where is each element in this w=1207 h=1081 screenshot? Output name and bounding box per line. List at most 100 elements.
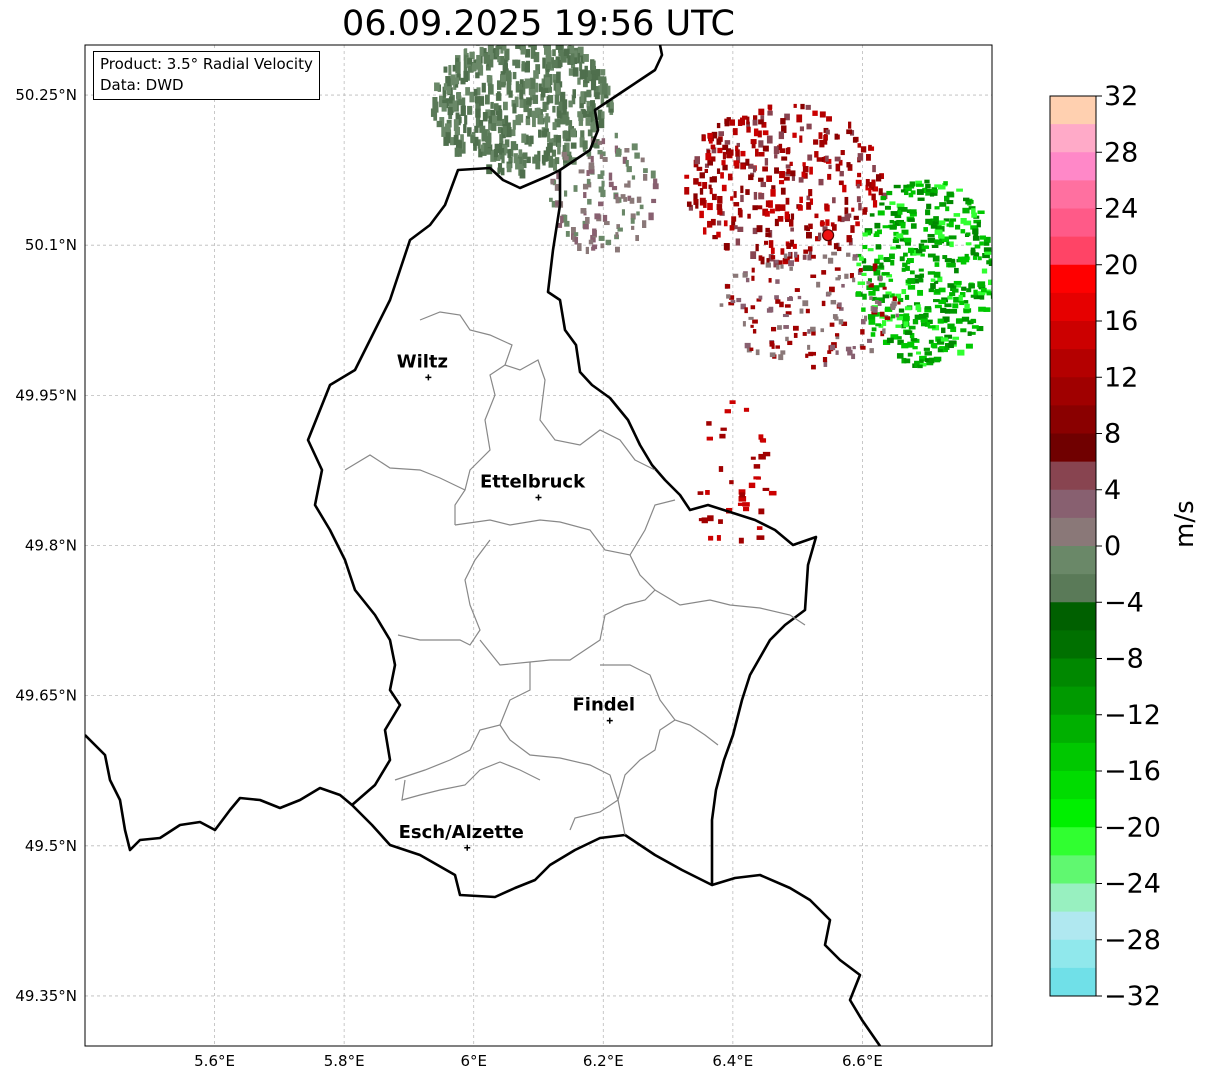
echo-pixel [983, 247, 992, 253]
echo-pixel [578, 169, 585, 174]
colorbar-swatch [1050, 602, 1096, 631]
echo-pixel [543, 150, 548, 162]
echo-pixel [827, 257, 834, 264]
echo-pixel [494, 143, 501, 154]
echo-pixel [475, 61, 481, 70]
echo-pixel [548, 155, 554, 168]
echo-pixel [752, 319, 758, 324]
echo-pixel [762, 145, 769, 152]
plot-frame [84, 44, 993, 1047]
echo-pixel [774, 259, 779, 264]
echo-pixel [578, 114, 584, 126]
echo-pixel [774, 295, 779, 300]
echo-pixel [742, 502, 750, 507]
echo-pixel [497, 45, 503, 50]
echo-pixel [903, 184, 909, 191]
echo-pixel [785, 197, 790, 205]
echo-pixel [780, 248, 785, 255]
echo-pixel [506, 122, 511, 132]
echo-pixel [868, 144, 872, 151]
echo-pixel [554, 118, 561, 127]
echo-pixel [502, 126, 507, 135]
echo-pixel [448, 101, 455, 113]
echo-pixel [967, 331, 976, 335]
echo-pixel [821, 300, 826, 307]
echo-pixel [948, 340, 957, 345]
echo-pixel [584, 65, 588, 78]
echo-pixel [766, 175, 772, 182]
colorbar-tick-label: 12 [1104, 362, 1138, 393]
echo-pixel [697, 181, 702, 187]
echo-pixel [930, 283, 936, 289]
echo-pixel [726, 151, 732, 158]
echo-pixel [778, 260, 783, 265]
echo-pixel [794, 254, 800, 262]
colorbar-swatch [1050, 461, 1096, 491]
echo-pixel [630, 218, 635, 224]
echo-pixel [684, 174, 690, 179]
echo-pixel [918, 313, 927, 319]
echo-pixel [886, 337, 894, 344]
echo-pixel [521, 63, 527, 72]
echo-pixel [960, 328, 967, 333]
echo-pixel [729, 225, 735, 231]
echo-pixel [524, 134, 529, 145]
echo-pixel [627, 180, 631, 188]
echo-pixel [552, 180, 557, 186]
echo-pixel [586, 70, 592, 82]
echo-pixel [729, 149, 734, 156]
echo-pixel [737, 207, 742, 216]
echo-pixel [879, 173, 884, 179]
echo-pixel [882, 328, 886, 334]
y-tick-label: 49.95°N [15, 386, 77, 404]
echo-pixel [882, 294, 890, 299]
echo-pixel [907, 341, 915, 348]
echo-pixel [582, 183, 589, 190]
echo-pixel [653, 178, 658, 186]
echo-pixel [732, 273, 739, 278]
echo-pixel [965, 200, 972, 205]
echo-pixel [914, 362, 920, 368]
echo-pixel [893, 236, 899, 241]
echo-pixel [587, 198, 592, 205]
echo-pixel [856, 262, 862, 267]
echo-pixel [730, 196, 734, 201]
echo-pixel [708, 184, 712, 189]
echo-pixel [740, 163, 746, 170]
echo-pixel [808, 223, 813, 230]
echo-pixel [446, 86, 451, 95]
echo-pixel [948, 342, 954, 349]
echo-pixel [852, 277, 856, 283]
echo-pixel [793, 103, 797, 108]
echo-pixel [883, 257, 891, 263]
echo-pixel [760, 438, 767, 443]
echo-pixel [631, 175, 636, 180]
echo-pixel [720, 172, 724, 179]
echo-pixel [964, 303, 970, 310]
echo-pixel [450, 74, 456, 86]
echo-pixel [866, 154, 871, 161]
echo-pixel [869, 213, 875, 217]
colorbar-swatch [1050, 742, 1096, 772]
echo-pixel [601, 83, 608, 95]
echo-pixel [770, 189, 776, 197]
echo-pixel [463, 59, 468, 72]
echo-pixel [933, 271, 941, 278]
echo-pixel [684, 187, 690, 195]
echo-pixel [452, 64, 457, 72]
echo-pixel [844, 196, 849, 205]
echo-pixel [941, 327, 946, 334]
echo-pixel [942, 255, 948, 260]
echo-pixel [774, 218, 779, 227]
echo-pixel [840, 216, 845, 223]
echo-pixel [499, 134, 503, 146]
echo-pixel [904, 330, 913, 335]
echo-pixel [924, 351, 932, 356]
echo-pixel [766, 258, 770, 265]
echo-pixel [838, 180, 844, 186]
colorbar-swatch [1050, 771, 1096, 800]
echo-pixel [710, 144, 716, 150]
echo-pixel [586, 170, 590, 176]
echo-pixel [457, 71, 461, 81]
echo-pixel [925, 319, 933, 324]
